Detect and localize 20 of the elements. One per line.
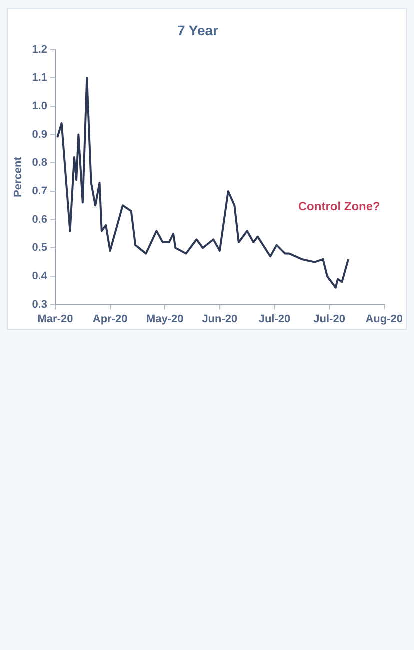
x-tick-label: Aug-20	[366, 313, 403, 326]
x-tick-label: Mar-20	[38, 313, 74, 326]
x-tick-label: Jul-20	[258, 313, 291, 326]
y-tick-label: 0.7	[32, 186, 48, 198]
y-tick-label: 1.1	[32, 72, 48, 84]
y-axis-title: Percent	[12, 156, 25, 198]
y-tick-label: 0.6	[32, 214, 48, 226]
x-tick-label: Jul-20	[314, 313, 346, 326]
y-tick-label: 0.3	[32, 298, 48, 311]
x-tick-label: Jun-20	[202, 313, 238, 326]
y-tick-label: 0.5	[32, 242, 48, 254]
y-tick-label: 1.2	[32, 44, 48, 56]
y-tick-label: 0.4	[32, 270, 48, 282]
y-tick-label: 0.9	[32, 128, 48, 141]
chart-title: 7 Year	[177, 22, 220, 38]
y-tick-label: 1.0	[32, 100, 48, 112]
annotation: Control Zone?	[298, 199, 380, 214]
x-tick-label: May-20	[146, 313, 184, 326]
x-tick-label: Apr-20	[92, 313, 128, 326]
y-tick-label: 0.8	[32, 157, 48, 170]
